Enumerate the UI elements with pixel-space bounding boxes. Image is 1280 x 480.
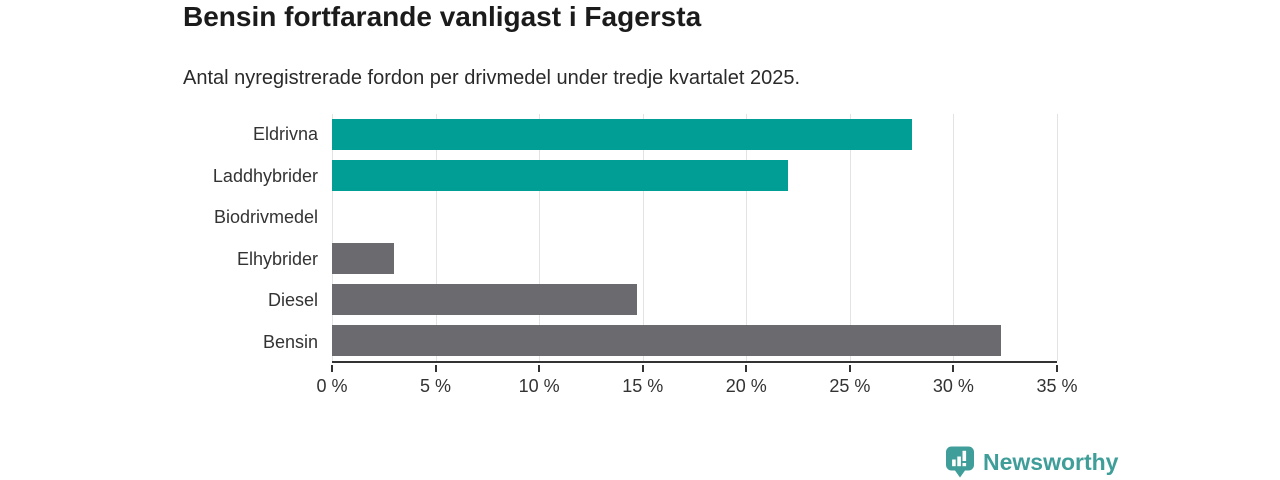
- gridline-30: [953, 114, 955, 361]
- x-tick-label-10: 10 %: [518, 376, 560, 396]
- y-label-eldrivna: Eldrivna: [252, 124, 318, 145]
- gridline-20: [746, 114, 748, 361]
- x-tick-label-5: 5 %: [420, 376, 452, 396]
- bar-row-eldrivna: [332, 114, 1057, 155]
- gridline-0: [332, 114, 333, 361]
- x-tick-label-30: 30 %: [932, 376, 974, 396]
- newsworthy-pin-bar-chart-icon: [946, 446, 974, 478]
- plot-area: [332, 114, 1058, 363]
- x-tick-label-25: 25 %: [829, 376, 871, 396]
- bar-row-elhybrider: [332, 238, 1057, 279]
- gridline-10: [539, 114, 541, 361]
- x-tick-15: [641, 365, 644, 372]
- newsworthy-logo-text: Newsworthy: [983, 448, 1119, 475]
- gridline-15: [642, 114, 644, 361]
- gridline-25: [849, 114, 851, 361]
- bar-row-laddhybrider: [332, 155, 1057, 196]
- bar-bensin: [332, 324, 1002, 356]
- x-tick-label-0: 0 %: [316, 376, 348, 396]
- bar-eldrivna: [332, 119, 912, 151]
- y-axis-labels: Eldrivna Laddhybrider Biodrivmedel Elhybrid…: [0, 114, 318, 363]
- chart-title: Bensin fortfarande vanligast i Fagersta: [183, 1, 702, 32]
- x-tick-10: [538, 365, 541, 372]
- y-label-bensin: Bensin: [262, 331, 318, 352]
- x-tick-20: [745, 365, 748, 372]
- x-tick-label-15: 15 %: [622, 376, 664, 396]
- x-tick-35: [1056, 365, 1058, 372]
- x-tick-5: [434, 365, 437, 372]
- bar-laddhybrider: [332, 160, 788, 192]
- y-label-diesel: Diesel: [267, 290, 318, 311]
- chart-subtitle: Antal nyregistrerade fordon per drivmede…: [183, 67, 801, 89]
- y-label-laddhybrider: Laddhybrider: [212, 165, 318, 186]
- newsworthy-logo: Newsworthy: [945, 446, 1118, 478]
- x-axis: 0 % 5 % 10 % 15 % 20 % 25 % 30 % 35 %: [316, 365, 1078, 405]
- x-tick-25: [848, 365, 851, 372]
- x-tick-0: [331, 365, 333, 372]
- bar-diesel: [332, 283, 637, 315]
- gridline-35: [1057, 114, 1058, 361]
- bar-row-bensin: [332, 320, 1057, 361]
- x-tick-label-35: 35 %: [1036, 376, 1078, 396]
- bar-rows: [332, 114, 1057, 361]
- bar-row-diesel: [332, 279, 1057, 320]
- x-tick-30: [952, 365, 955, 372]
- gridline-5: [435, 114, 437, 361]
- bar-elhybrider: [332, 242, 395, 274]
- y-label-elhybrider: Elhybrider: [236, 248, 318, 269]
- x-tick-label-20: 20 %: [725, 376, 767, 396]
- y-label-biodrivmedel: Biodrivmedel: [213, 207, 318, 228]
- bar-row-biodrivmedel: [332, 196, 1057, 237]
